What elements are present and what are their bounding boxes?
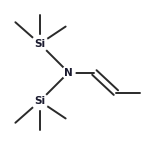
Circle shape bbox=[32, 93, 48, 110]
Circle shape bbox=[32, 35, 48, 52]
Text: N: N bbox=[64, 68, 73, 77]
Circle shape bbox=[62, 66, 75, 79]
Text: Si: Si bbox=[34, 39, 45, 49]
Text: Si: Si bbox=[34, 96, 45, 106]
